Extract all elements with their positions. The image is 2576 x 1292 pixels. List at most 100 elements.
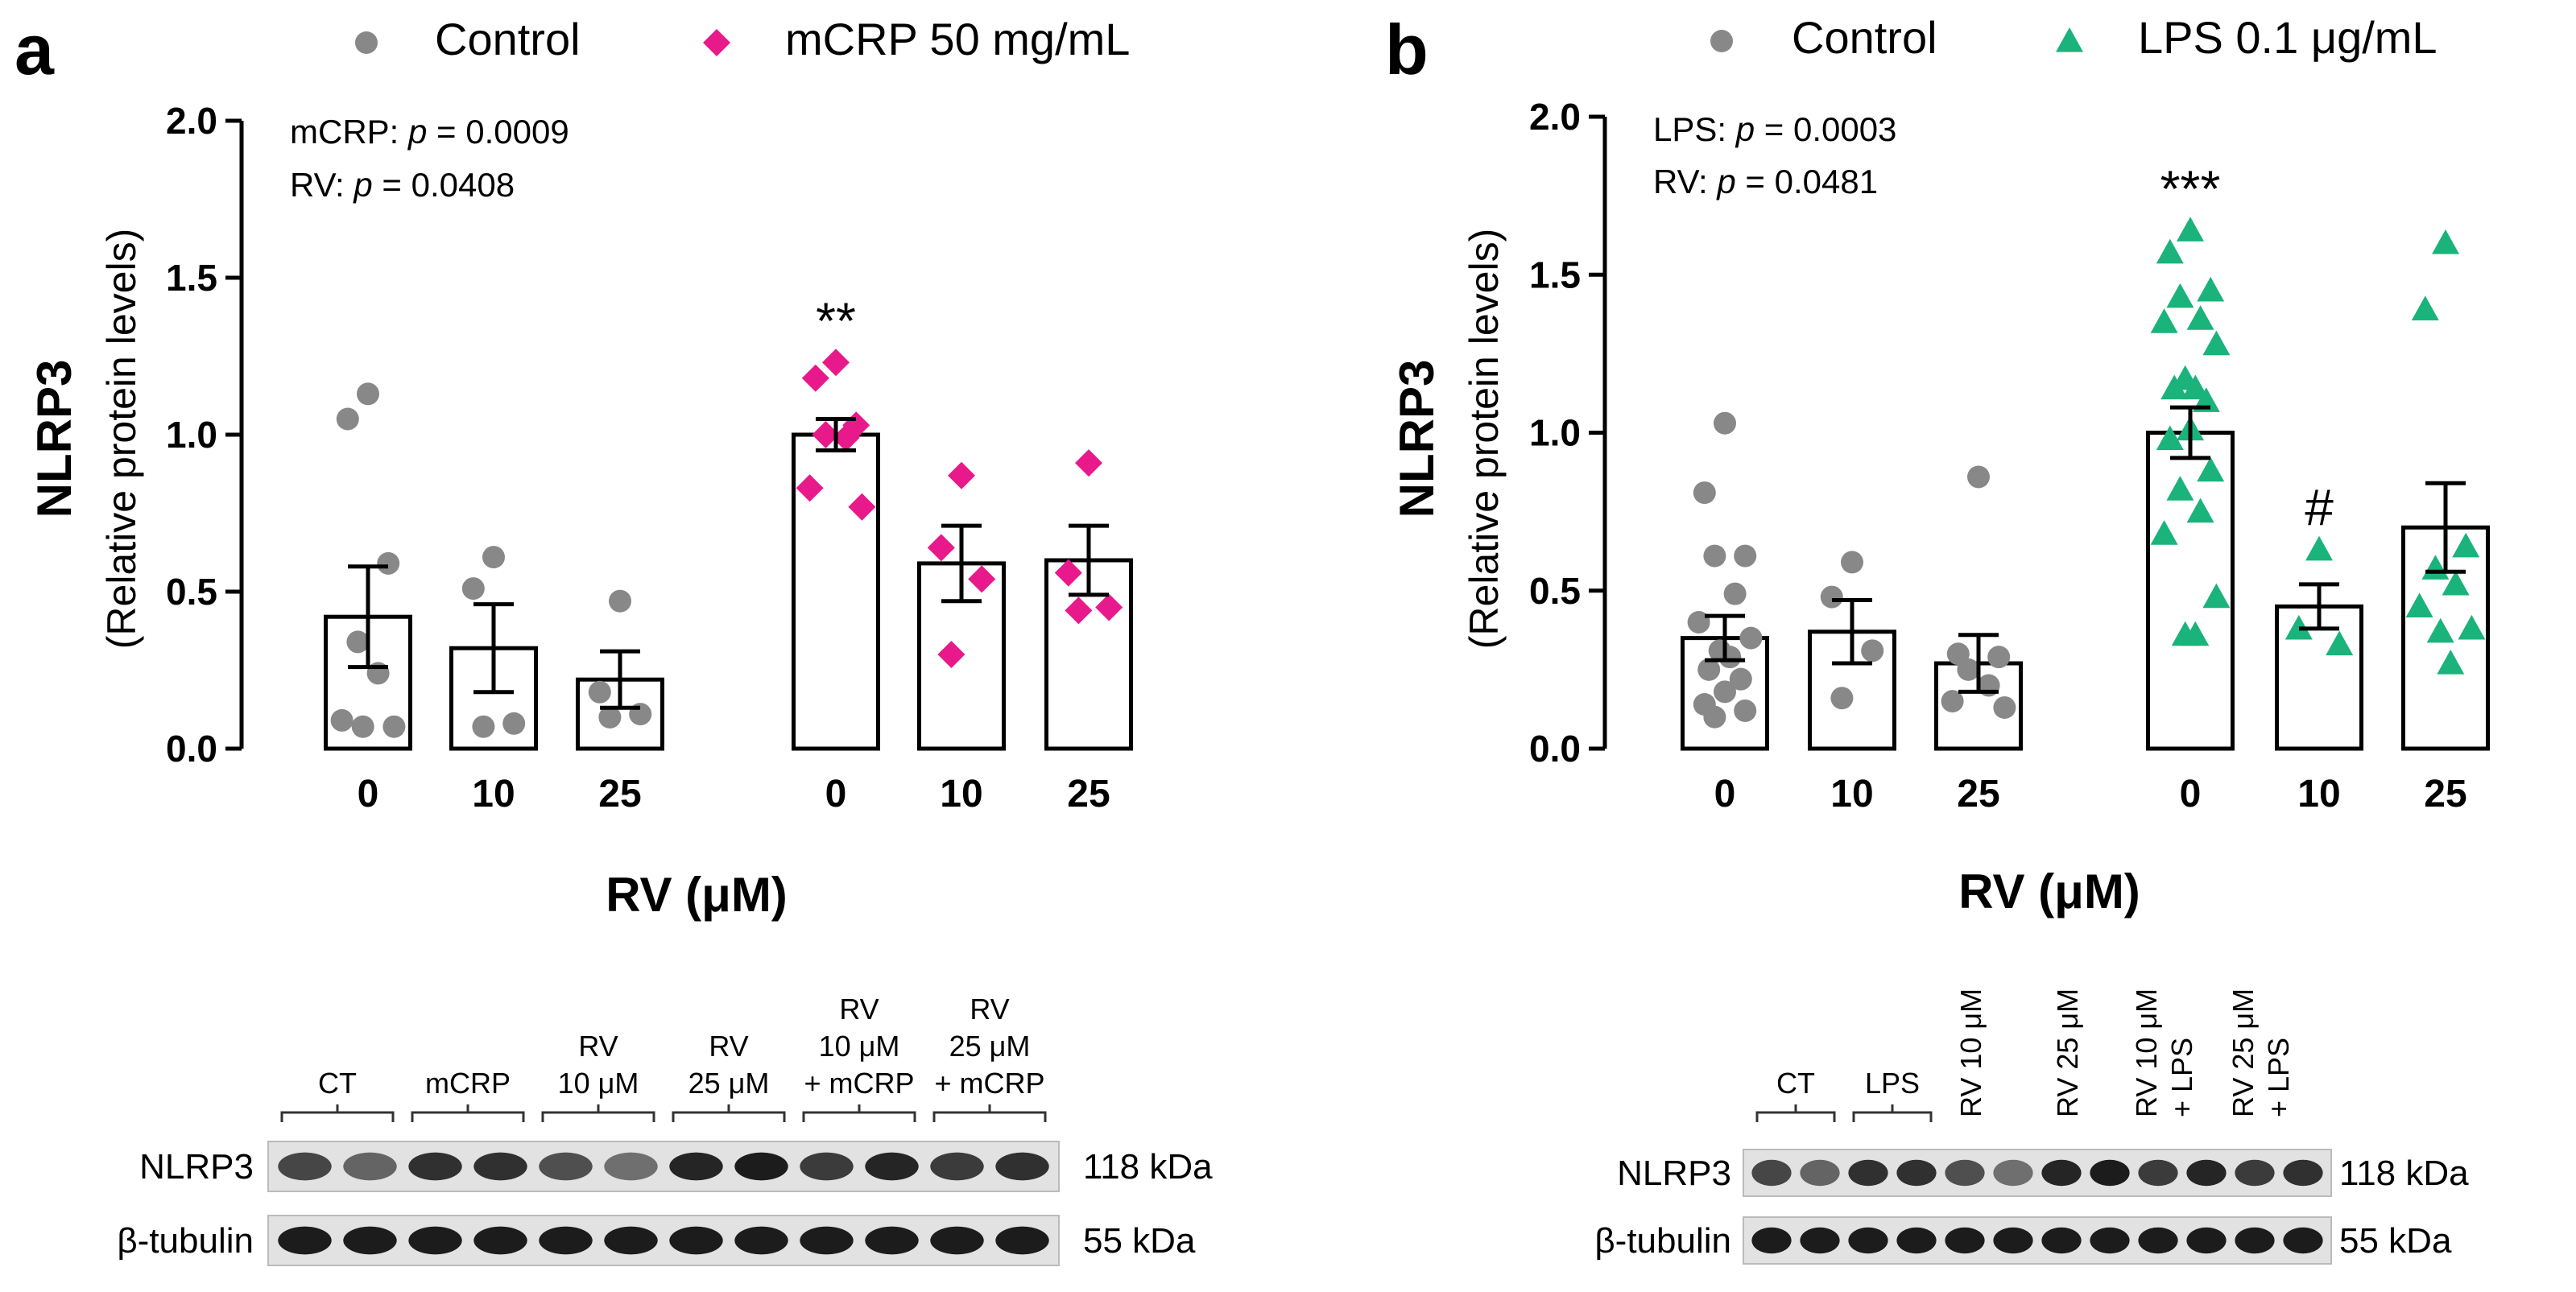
blot-band <box>343 1226 397 1255</box>
legend-label: LPS 0.1 μg/mL <box>2138 12 2437 63</box>
blot-band <box>800 1226 854 1255</box>
blot-band <box>1896 1159 1937 1187</box>
y-tick-label: 1.0 <box>1529 412 1581 454</box>
significance-marker: # <box>2305 479 2334 537</box>
lane-label: + LPS <box>2165 1038 2198 1117</box>
lane-header: RV 25 μM <box>672 1030 786 1122</box>
data-point <box>1830 687 1854 710</box>
data-point <box>1697 658 1721 681</box>
blot-band <box>1800 1159 1840 1187</box>
x-tick-label: 25 <box>1957 773 1999 815</box>
data-point <box>1723 582 1747 605</box>
data-point <box>2458 614 2486 640</box>
lane-header: RV 25 μM <box>2051 989 2084 1117</box>
lane-bracket <box>1755 1111 1836 1122</box>
data-point <box>2411 295 2439 321</box>
panel-b-chart: b Control LPS 0.1 μg/mL LPS: p = 0.0003 RV: … <box>1385 10 2490 918</box>
data-point <box>330 708 354 732</box>
data-point <box>1967 465 1990 489</box>
bar-group: 25 <box>1934 465 2023 815</box>
stat-p: p <box>352 166 372 204</box>
bar-group: 25 <box>2401 229 2490 815</box>
y-tick-label: 2.0 <box>1529 96 1581 138</box>
blot-membrane <box>1743 1216 2332 1265</box>
blot-band <box>2283 1227 2323 1254</box>
legend-label: mCRP 50 mg/mL <box>785 14 1130 64</box>
stat-p: p <box>407 113 427 151</box>
data-point <box>1714 680 1736 704</box>
data-point <box>346 630 370 654</box>
legend-item: mCRP 50 mg/mL <box>703 14 1130 64</box>
data-point <box>377 551 400 575</box>
blot-band <box>1751 1159 1792 1187</box>
data-point <box>2202 583 2231 609</box>
blot-band <box>2235 1159 2275 1187</box>
x-tick-label: 25 <box>598 773 641 815</box>
stat-value: = 0.0003 <box>1755 110 1896 148</box>
lane-label: CT <box>1776 1067 1815 1100</box>
bar-group: 0 <box>324 382 412 815</box>
data-point <box>2202 330 2231 356</box>
blot-band <box>669 1226 723 1255</box>
data-point <box>482 546 505 569</box>
blot-band <box>2138 1227 2178 1254</box>
x-tick-label: 0 <box>358 773 379 815</box>
data-point <box>1718 646 1742 669</box>
stat-factor: LPS: <box>1653 110 1736 148</box>
y-tick-label: 2.0 <box>166 100 217 142</box>
data-point <box>2326 630 2354 656</box>
lane-bracket <box>280 1111 395 1122</box>
bar-group: 10 <box>449 546 538 815</box>
stat-p: p <box>1735 110 1755 148</box>
blot-band <box>2041 1159 2082 1187</box>
blot-band <box>2186 1159 2227 1187</box>
lane-label: CT <box>318 1067 357 1100</box>
x-axis-title: RV (μM) <box>1958 865 2140 918</box>
data-point <box>812 421 840 448</box>
y-tick-label: 1.0 <box>166 414 217 456</box>
blot-band <box>604 1226 658 1255</box>
lane-label: RV 10 μM <box>2130 989 2163 1117</box>
x-tick-label: 0 <box>2180 773 2202 815</box>
blot-band <box>865 1226 919 1255</box>
stat-value: = 0.0009 <box>427 113 569 151</box>
lane-label: + LPS <box>2262 1038 2295 1117</box>
data-point <box>2181 621 2210 646</box>
blot-band <box>2235 1227 2275 1254</box>
lane-header: RV 25 μM + LPS <box>2227 989 2295 1117</box>
legend-marker <box>703 29 730 56</box>
blot-band <box>995 1152 1049 1181</box>
y-tick-label: 0.5 <box>166 571 217 613</box>
data-point <box>2150 308 2178 333</box>
bar-group: 10 <box>917 461 1006 815</box>
blot-band <box>408 1226 462 1255</box>
data-point <box>801 364 829 392</box>
lane-header: RV 10 μM + LPS <box>2130 989 2198 1117</box>
data-point <box>2150 520 2178 545</box>
lane-label: 25 μM <box>688 1067 770 1100</box>
lane-label: + mCRP <box>934 1067 1044 1100</box>
data-point <box>2432 229 2459 254</box>
data-point <box>357 382 379 406</box>
bar-group: 0 ** <box>792 291 880 815</box>
blot-band <box>1945 1227 1985 1254</box>
significance-marker: ** <box>816 291 856 349</box>
lane-label: mCRP <box>425 1067 511 1100</box>
blot-band <box>1896 1227 1937 1254</box>
legend-item: Control <box>1710 12 1937 63</box>
data-point <box>598 706 622 729</box>
blot-band <box>1800 1227 1840 1254</box>
lane-label: 10 μM <box>819 1030 900 1063</box>
data-point <box>1993 696 2016 719</box>
blot-protein-label: β-tubulin <box>1594 1221 1731 1261</box>
lane-header: RV 25 μM + mCRP <box>932 993 1047 1122</box>
data-point <box>502 712 526 735</box>
legend-marker <box>355 31 378 54</box>
lane-bracket <box>802 1111 916 1122</box>
data-point <box>1054 559 1082 587</box>
data-point <box>1095 593 1123 621</box>
blot-band <box>473 1226 527 1255</box>
data-point <box>382 715 406 738</box>
data-point <box>2197 276 2225 302</box>
